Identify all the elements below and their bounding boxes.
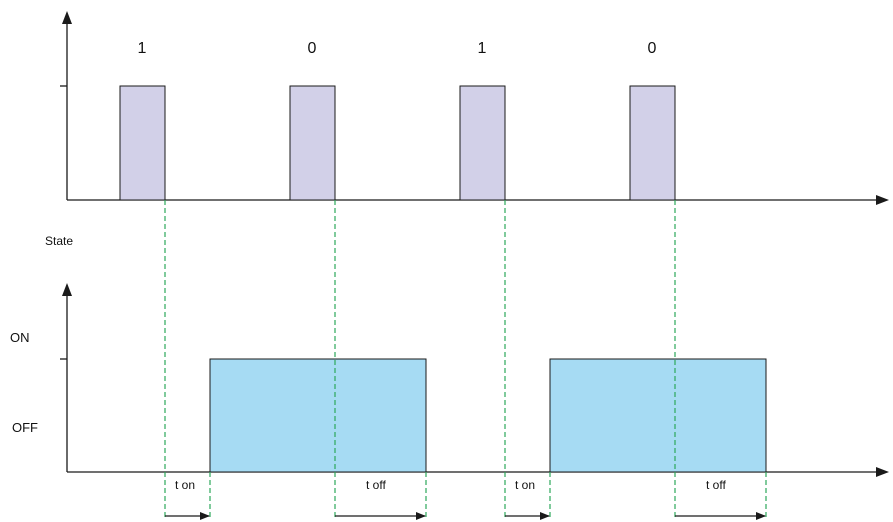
t-off-label: t off <box>366 478 386 492</box>
delay-annotations: t on t off t on t off <box>165 478 766 520</box>
signal-pulse <box>289 85 336 201</box>
signal-pulse <box>119 85 166 201</box>
bit-label: 1 <box>478 40 487 57</box>
signal-y-axis-arrow <box>62 11 72 24</box>
bit-label: 0 <box>308 40 317 57</box>
signal-x-axis-arrow <box>876 195 889 205</box>
on-state-block <box>209 358 427 473</box>
state-label: State <box>45 234 73 248</box>
off-label: OFF <box>12 420 38 435</box>
signal-chart: 1 0 1 0 <box>60 11 889 205</box>
t-on-label: t on <box>175 478 195 492</box>
signal-pulse <box>629 85 676 201</box>
state-y-axis-arrow <box>62 283 72 296</box>
state-x-axis-arrow <box>876 467 889 477</box>
t-off-label: t off <box>706 478 726 492</box>
guide-lines <box>164 200 767 520</box>
on-state-block <box>549 358 767 473</box>
bit-label: 1 <box>138 40 147 57</box>
on-label: ON <box>10 330 30 345</box>
bit-label: 0 <box>648 40 657 57</box>
signal-pulse <box>459 85 506 201</box>
t-on-label: t on <box>515 478 535 492</box>
state-chart: ON OFF <box>10 283 889 477</box>
